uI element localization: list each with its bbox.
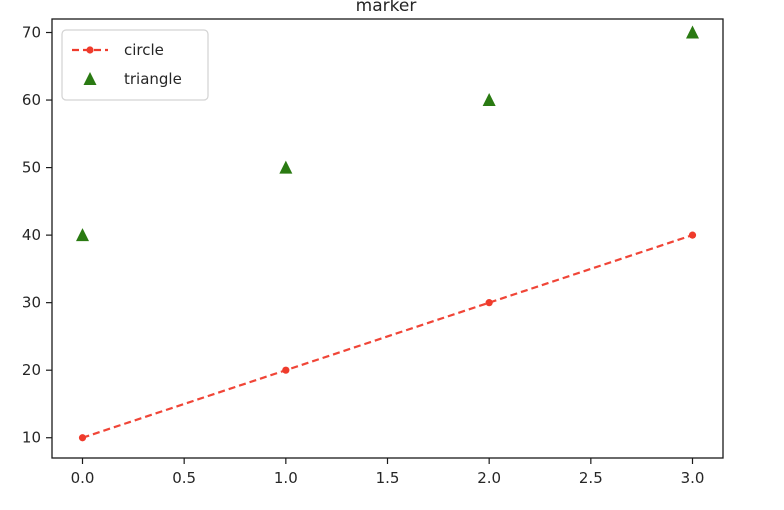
legend-label-triangle: triangle	[124, 70, 182, 88]
legend-marker-triangle	[83, 72, 97, 85]
series-line-circle	[82, 234, 693, 439]
x-tick-label-4: 2.0	[477, 469, 501, 487]
legend-label-circle: circle	[124, 41, 164, 59]
data-point-circle-1	[282, 366, 290, 374]
x-tick-label-2: 1.0	[274, 469, 298, 487]
y-tick-label-4: 50	[22, 159, 41, 177]
plot-area	[76, 25, 699, 442]
legend-marker-circle	[86, 46, 94, 54]
data-point-circle-0	[78, 434, 87, 442]
data-point-triangle-0	[76, 228, 89, 242]
y-tick-label-0: 10	[22, 429, 41, 447]
y-tick-label-2: 30	[22, 294, 41, 312]
x-tick-label-3: 1.5	[376, 469, 400, 487]
data-point-triangle-1	[279, 160, 293, 174]
x-tick-label-5: 2.5	[579, 469, 603, 487]
legend-box	[61, 29, 209, 101]
series-circle	[78, 231, 697, 442]
y-tick-label-3: 40	[22, 226, 41, 244]
y-tick-label-5: 60	[22, 91, 41, 109]
data-point-circle-3	[688, 231, 697, 239]
legend: circle triangle	[61, 29, 209, 101]
x-tick-label-1: 0.5	[172, 469, 196, 487]
x-tick-label-6: 3.0	[681, 469, 705, 487]
data-point-circle-2	[485, 299, 493, 307]
x-tick-label-0: 0.0	[71, 469, 95, 487]
series-triangle	[76, 25, 699, 242]
y-tick-label-1: 20	[22, 361, 41, 379]
y-tick-label-6: 70	[22, 24, 41, 42]
axes: 0.0 0.5 1.0 1.5 2.0 2.5 3.0 10 20 30 40 50 60 70	[22, 18, 724, 487]
data-point-triangle-2	[482, 93, 496, 107]
data-point-triangle-3	[686, 25, 699, 39]
chart-title: marker	[356, 0, 417, 16]
